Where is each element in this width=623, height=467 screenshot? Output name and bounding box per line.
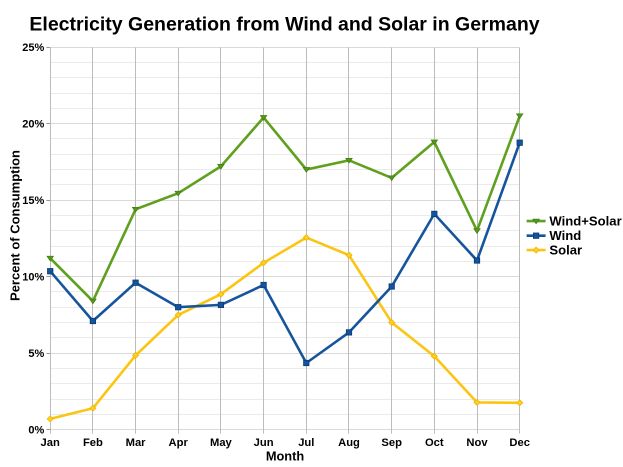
svg-text:Jun: Jun xyxy=(254,437,274,449)
svg-text:Nov: Nov xyxy=(466,437,488,449)
svg-text:25%: 25% xyxy=(22,42,44,54)
svg-text:0%: 0% xyxy=(28,425,44,437)
svg-text:Feb: Feb xyxy=(83,437,103,449)
svg-text:Dec: Dec xyxy=(509,437,530,449)
svg-text:10%: 10% xyxy=(22,272,44,284)
svg-text:May: May xyxy=(210,437,233,449)
svg-text:Jan: Jan xyxy=(41,437,60,449)
svg-text:5%: 5% xyxy=(28,348,44,360)
svg-text:Oct: Oct xyxy=(425,437,444,449)
svg-text:Percent of Consumption: Percent of Consumption xyxy=(8,150,23,301)
svg-text:Solar: Solar xyxy=(549,243,582,258)
svg-text:Aug: Aug xyxy=(338,437,360,449)
svg-text:Electricity Generation from Wi: Electricity Generation from Wind and Sol… xyxy=(29,14,539,36)
svg-text:Jul: Jul xyxy=(298,437,314,449)
svg-text:Month: Month xyxy=(266,449,305,464)
svg-text:15%: 15% xyxy=(22,195,44,207)
svg-text:20%: 20% xyxy=(22,119,44,131)
svg-text:Apr: Apr xyxy=(169,437,189,449)
svg-text:Wind: Wind xyxy=(549,228,581,243)
svg-text:Wind+Solar: Wind+Solar xyxy=(549,214,621,229)
svg-text:Sep: Sep xyxy=(381,437,402,449)
svg-text:Mar: Mar xyxy=(126,437,147,449)
